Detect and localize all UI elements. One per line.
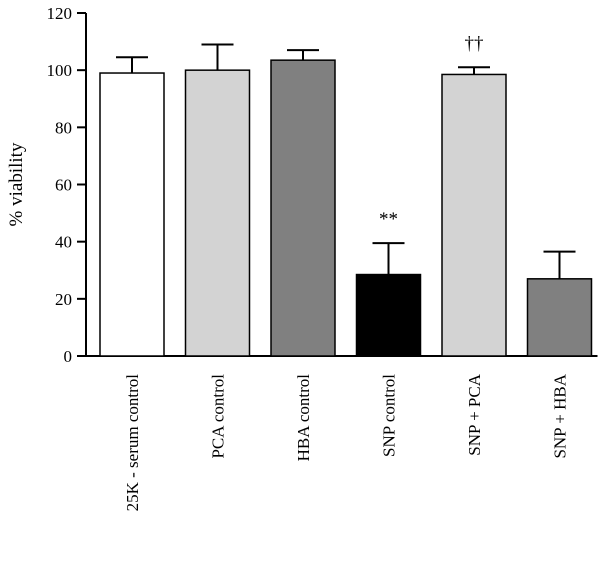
error-bar: [116, 56, 148, 74]
bar: [184, 69, 251, 357]
bars: [99, 59, 593, 357]
bar: [355, 273, 422, 357]
bar: [526, 278, 593, 357]
x-tick-labels: 25K - serum control PCA control HBA contro…: [123, 373, 570, 511]
axes: [77, 12, 598, 357]
error-bar: [372, 242, 405, 275]
y-tick-label: 80: [55, 118, 72, 137]
y-tick-label: 60: [55, 176, 72, 195]
error-bar: [201, 43, 234, 71]
significance-marker: **: [379, 209, 398, 230]
bar: [441, 73, 507, 357]
error-bar: [458, 66, 490, 75]
bar: [270, 59, 336, 357]
x-tick-label: SNP + HBA: [551, 373, 570, 458]
y-tick-label: 40: [55, 233, 72, 252]
x-tick-label: SNP control: [380, 374, 399, 457]
error-bar: [287, 49, 319, 61]
x-tick-label: 25K - serum control: [123, 374, 142, 512]
y-tick-labels: 0 20 40 60 80 100 120: [47, 4, 73, 366]
error-bar: [543, 250, 576, 279]
annotations: ** ††: [379, 33, 484, 230]
error-bars: [116, 43, 576, 279]
y-tick-label: 0: [64, 347, 73, 366]
bar: [99, 72, 165, 357]
x-tick-label: PCA control: [209, 374, 228, 459]
y-axis-title: % viability: [6, 142, 27, 226]
significance-marker: ††: [465, 33, 484, 54]
y-tick-label: 20: [55, 290, 72, 309]
y-tick-label: 100: [47, 61, 73, 80]
y-tick-label: 120: [47, 4, 73, 23]
x-tick-label: SNP + PCA: [465, 373, 484, 455]
x-tick-label: HBA control: [294, 374, 313, 462]
